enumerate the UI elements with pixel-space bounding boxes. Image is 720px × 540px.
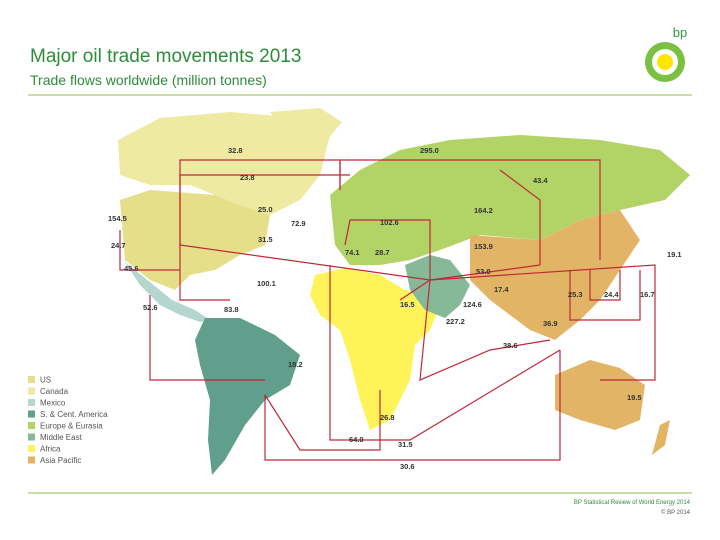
flow-label: 32.8 <box>228 146 243 155</box>
legend-swatch <box>28 433 35 441</box>
legend-swatch <box>28 410 35 418</box>
legend-swatch <box>28 387 35 395</box>
flow-arrow <box>399 279 431 301</box>
flow-label: 64.0 <box>349 435 364 444</box>
flow-label: 23.8 <box>240 173 255 182</box>
legend-swatch <box>28 456 35 464</box>
flow-label: 164.2 <box>474 206 493 215</box>
flow-label: 16.5 <box>400 300 415 309</box>
legend-label: US <box>40 376 51 385</box>
south-america <box>195 318 300 475</box>
bp-logo: bp <box>645 25 687 82</box>
canada <box>118 112 330 215</box>
flow-arrow <box>179 174 350 245</box>
flow-label: 25.3 <box>568 290 583 299</box>
asia-pacific <box>470 210 640 340</box>
flow-label: 30.6 <box>400 462 415 471</box>
flows <box>119 159 656 461</box>
flow-label: 24.7 <box>111 241 126 250</box>
flow-label: 36.9 <box>543 319 558 328</box>
legend-label: S. & Cent. America <box>40 410 108 419</box>
flow-arrow <box>179 244 431 281</box>
flow-label: 19.1 <box>667 250 682 259</box>
mexico <box>125 262 210 322</box>
flow-label: 31.5 <box>258 235 273 244</box>
flow-arrow <box>329 265 561 441</box>
flow-arrow <box>429 264 541 281</box>
australia <box>555 360 645 430</box>
flow-arrow <box>344 219 431 280</box>
flow-arrow <box>119 230 180 271</box>
legend-label: Europe & Eurasia <box>40 422 103 431</box>
legend-label: Middle East <box>40 433 83 442</box>
flow-label: 28.7 <box>375 248 390 257</box>
us <box>120 190 270 290</box>
legend-swatch <box>28 376 35 383</box>
legend-label: Mexico <box>40 399 66 408</box>
flow-arrow <box>419 279 551 381</box>
greenland <box>270 108 342 146</box>
flow-arrow <box>264 350 561 461</box>
flow-label: 18.2 <box>288 360 303 369</box>
logo-text: bp <box>673 25 687 40</box>
flow-arrow <box>589 270 621 301</box>
flow-label: 83.8 <box>224 305 239 314</box>
flow-label: 295.0 <box>420 146 439 155</box>
flow-label: 31.5 <box>398 440 413 449</box>
copyright: © BP 2014 <box>661 509 691 516</box>
title: Major oil trade movements 2013 <box>30 46 301 67</box>
legend-label: Africa <box>40 445 61 454</box>
legend-swatch <box>28 422 35 429</box>
flow-label: 154.5 <box>108 214 127 223</box>
flow-arrow <box>569 270 641 321</box>
flow-label: 24.4 <box>604 290 619 299</box>
subtitle: Trade flows worldwide (million tonnes) <box>30 72 267 88</box>
flow-label: 72.9 <box>291 219 306 228</box>
legend-label: Canada <box>40 387 69 396</box>
flow-label: 17.4 <box>494 285 509 294</box>
flow-label: 43.4 <box>533 176 548 185</box>
legend-swatch <box>28 399 35 406</box>
new-zealand <box>652 420 670 455</box>
legend-label: Asia Pacific <box>40 456 81 465</box>
logo-inner <box>657 54 673 70</box>
flow-label: 45.6 <box>124 264 139 273</box>
flow-arrow <box>499 169 541 265</box>
flow-label: 100.1 <box>257 279 276 288</box>
flow-arrow <box>429 264 656 381</box>
flow-label: 38.6 <box>503 341 518 350</box>
flow-label: 124.6 <box>463 300 482 309</box>
flow-label: 102.6 <box>380 218 399 227</box>
flow-label: 25.0 <box>258 205 273 214</box>
flow-arrow <box>179 270 230 301</box>
flow-label: 53.0 <box>476 267 491 276</box>
flow-label: 19.5 <box>627 393 642 402</box>
flow-label: 227.2 <box>446 317 465 326</box>
legend-swatch <box>28 445 35 452</box>
source: BP Statistical Review of World Energy 20… <box>574 500 691 506</box>
flow-label: 26.8 <box>380 413 395 422</box>
flow-label: 16.7 <box>640 290 655 299</box>
flow-label: 153.9 <box>474 242 493 251</box>
flow-label: 52.6 <box>143 303 158 312</box>
flow-arrow <box>264 390 381 451</box>
flow-label: 74.1 <box>345 248 360 257</box>
middle-east <box>405 255 470 318</box>
africa <box>310 268 440 430</box>
flow-arrow <box>149 295 265 381</box>
